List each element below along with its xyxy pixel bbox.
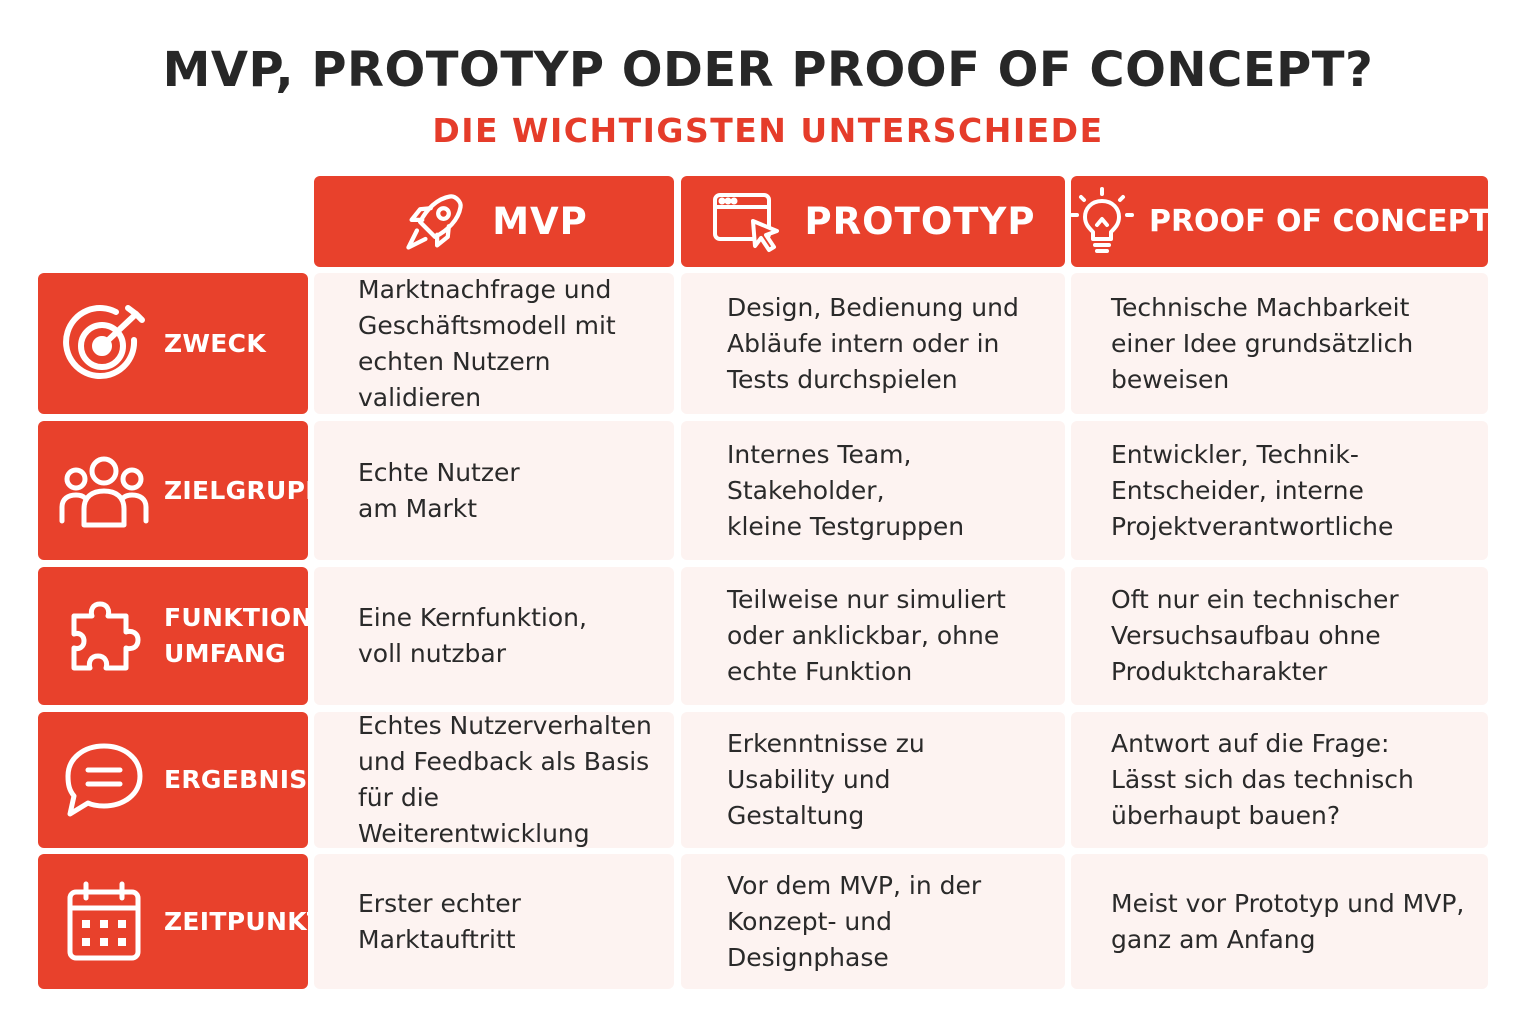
cell-funktionsumfang-proof-of-concept: Oft nur ein technischer Versuchsaufbau o… [1071,567,1488,705]
cell-zeitpunkt-prototyp: Vor dem MVP, in der Konzept- und Designp… [681,854,1065,989]
browser-cursor-icon [711,189,783,255]
row-header-zeitpunkt: ZEITPUNKT [38,854,324,989]
column-header-mvp-label: MVP [492,200,588,243]
page-title: MVP, PROTOTYP ODER PROOF OF CONCEPT? [162,42,1374,98]
row-header-zielgruppe: ZIELGRUPPE [38,421,341,560]
cell-zielgruppe-prototyp: Internes Team, Stakeholder, kleine Testg… [681,421,1065,560]
cell-funktionsumfang-prototyp: Teilweise nur simuliert oder anklickbar,… [681,567,1065,705]
row-header-ergebnis-label: ERGEBNIS [164,765,308,794]
row-header-funktionsumfang: FUNKTIONS- UMFANG [38,567,341,705]
row-header-zielgruppe-label: ZIELGRUPPE [164,475,342,505]
column-header-prototyp-label: PROTOTYP [804,200,1036,243]
lightbulb-icon [1069,186,1135,257]
column-header-prototyp: PROTOTYP [681,176,1065,267]
cell-funktionsumfang-mvp: Eine Kernfunktion, voll nutzbar [314,567,674,705]
cell-zeitpunkt-mvp: Erster echter Marktauftritt [314,854,674,989]
cell-zweck-prototyp: Design, Bedienung und Abläufe intern ode… [681,273,1065,414]
users-icon [54,441,154,541]
puzzle-icon [54,586,154,686]
column-header-mvp: MVP [314,176,674,267]
column-header-proof-of-concept-label: PROOF OF CONCEPT [1148,204,1491,239]
rocket-icon [400,188,470,256]
row-header-funktionsumfang-label: FUNKTIONS- UMFANG [164,603,342,668]
cell-zielgruppe-mvp: Echte Nutzer am Markt [314,421,674,560]
row-header-zweck: ZWECK [38,273,308,414]
cell-zeitpunkt-proof-of-concept: Meist vor Prototyp und MVP, ganz am Anfa… [1071,854,1488,989]
page-subtitle: DIE WICHTIGSTEN UNTERSCHIEDE [432,111,1104,150]
cell-zweck-mvp: Marktnachfrage und Geschäftsmodell mit e… [314,273,674,414]
target-icon [54,294,154,394]
row-header-zeitpunkt-label: ZEITPUNKT [164,906,325,936]
column-header-proof-of-concept: PROOF OF CONCEPT [1069,176,1491,267]
cell-zielgruppe-proof-of-concept: Entwickler, Technik- Entscheider, intern… [1071,421,1488,560]
chat-bubble-icon [54,730,154,830]
cell-zweck-proof-of-concept: Technische Machbarkeit einer Idee grunds… [1071,273,1488,414]
calendar-icon [54,872,154,972]
row-header-ergebnis: ERGEBNIS [38,712,308,848]
cell-ergebnis-prototyp: Erkenntnisse zu Usability und Gestaltung [681,712,1065,848]
row-header-zweck-label: ZWECK [164,328,267,358]
cell-ergebnis-proof-of-concept: Antwort auf die Frage: Lässt sich das te… [1071,712,1488,848]
cell-ergebnis-mvp: Echtes Nutzerverhalten und Feedback als … [314,711,674,848]
